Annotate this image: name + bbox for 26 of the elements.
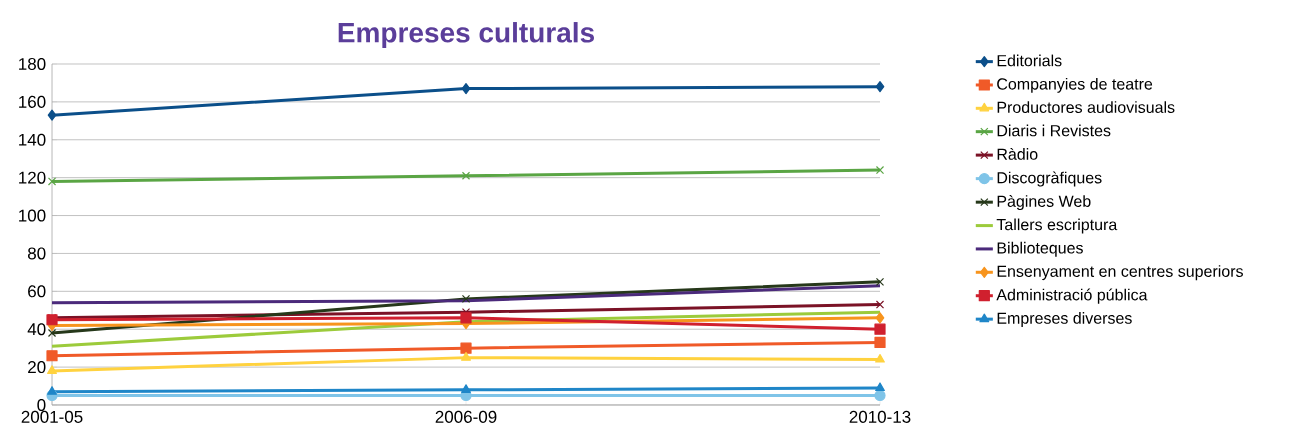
chart-title: Empreses culturals	[338, 22, 594, 49]
y-tick-label: 80	[27, 247, 46, 260]
y-tick-label: 160	[19, 95, 46, 108]
y-tick-label: 120	[19, 171, 46, 184]
y-tick-label: 180	[19, 57, 46, 71]
x-tick-label: 2001-05	[21, 410, 83, 423]
x-tick-label: 2006-09	[435, 410, 497, 423]
legend-label: Editorials	[997, 54, 1062, 67]
legend-label: Biblioteques	[997, 241, 1083, 257]
legend-label: Diaris i Revistes	[997, 124, 1111, 137]
legend-label: Companyies de teatre	[997, 77, 1153, 93]
y-tick-label: 60	[28, 285, 46, 298]
x-tick-label: 2010-13	[849, 410, 911, 423]
legend-label: Administració pública	[996, 288, 1148, 304]
legend-label: Productores audiovisuals	[997, 101, 1175, 113]
legend-label: Pàgines Web	[997, 194, 1091, 211]
legend-label: Tallers escriptura	[996, 218, 1118, 234]
y-tick-label: 40	[27, 323, 46, 336]
y-tick-label: 20	[28, 361, 46, 374]
legend-label: Ensenyament en centres superiors	[997, 265, 1243, 281]
legend-label: Ràdio	[997, 147, 1038, 160]
y-tick-label: 100	[19, 209, 46, 222]
y-tick-label: 140	[19, 133, 46, 146]
legend-label: Empreses diverses	[997, 312, 1132, 327]
legend-label: Discogràfiques	[997, 171, 1102, 187]
y-tick-label: 0	[37, 398, 46, 412]
